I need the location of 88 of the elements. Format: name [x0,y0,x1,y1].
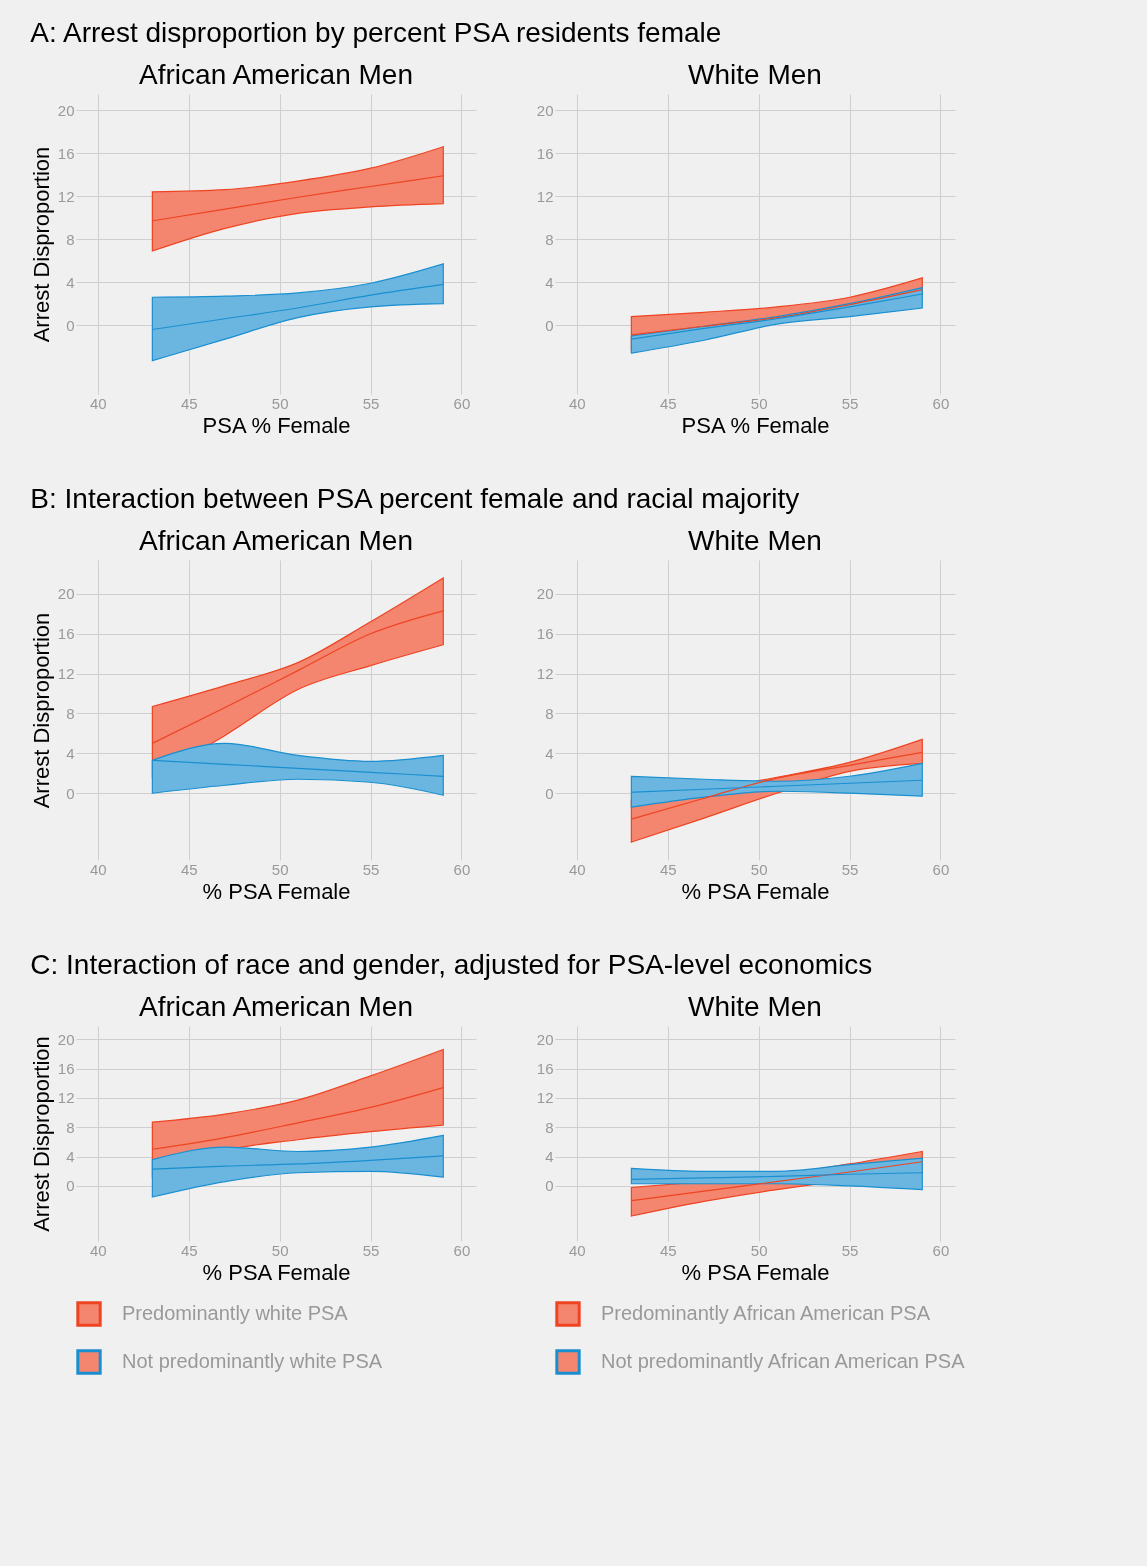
y-tick-label: 20 [536,101,554,119]
y-tick-label: 16 [536,144,554,162]
y-tick-label: 8 [545,230,554,248]
y-tick-label: 16 [57,625,75,643]
x-tick-label: 60 [453,1241,471,1259]
x-tick-label: 40 [568,860,586,878]
y-tick-label: 8 [66,704,75,722]
y-tick-label: 16 [536,1060,554,1078]
x-tick-label: 45 [180,860,198,878]
y-tick-label: 20 [536,585,554,603]
x-tick-label: 60 [932,394,950,412]
y-tick-label: 0 [545,784,554,802]
y-tick-label: 12 [536,1089,554,1107]
x-tick-label: 50 [750,860,768,878]
y-tick-label: 4 [66,273,75,291]
x-tick-label: 60 [932,1241,950,1259]
y-tick-label: 4 [545,1148,554,1166]
x-tick-label: 40 [89,394,107,412]
y-tick-label: 4 [545,744,554,762]
x-axis-title: % PSA Female [681,1259,830,1285]
x-tick-label: 50 [271,394,289,412]
x-tick-label: 55 [362,1241,380,1259]
y-tick-label: 20 [57,585,75,603]
y-axis-title: Arrest Disproportion [28,612,54,809]
y-tick-label: 8 [66,230,75,248]
chart-subtitle: African American Men [139,525,413,556]
chart-title: A: Arrest disproportion by percent PSA residents female [30,17,722,48]
x-tick-label: 50 [271,860,289,878]
x-axis-title: % PSA Female [202,1259,351,1285]
y-tick-label: 16 [57,144,75,162]
x-axis-title: PSA % Female [202,412,351,438]
x-tick-label: 45 [659,860,677,878]
y-tick-label: 12 [57,187,75,205]
x-tick-label: 55 [841,860,859,878]
y-tick-label: 20 [536,1030,554,1048]
x-tick-label: 55 [362,394,380,412]
x-tick-label: 50 [271,1241,289,1259]
x-tick-label: 45 [180,394,198,412]
y-tick-label: 16 [536,625,554,643]
x-tick-label: 50 [750,1241,768,1259]
x-axis-title: % PSA Female [681,878,830,904]
x-tick-label: 55 [841,394,859,412]
y-tick-label: 8 [66,1118,75,1136]
chart-title: White Men [688,525,822,556]
chart-title: White Men [688,991,822,1022]
y-tick-label: 20 [57,101,75,119]
y-tick-label: 16 [57,1060,75,1078]
x-tick-label: 45 [659,1241,677,1259]
x-tick-label: 55 [362,860,380,878]
y-axis-title: Arrest Disproportion [28,1036,54,1232]
y-tick-label: 8 [545,1118,554,1136]
chart-title: C: Interaction of race and gender, adjusted for PSA-level economics [30,949,873,980]
chart-title: B: Interaction between PSA percent female and racial majority [30,483,800,514]
chart-subtitle: African American Men [139,59,413,90]
y-tick-label: 0 [545,316,554,334]
x-axis-title: PSA % Female [681,412,830,438]
x-tick-label: 40 [568,394,586,412]
legend-label: Predominantly white PSA [122,1302,349,1324]
legend-label: Not predominantly African American PSA [601,1350,966,1372]
y-tick-label: 0 [66,784,75,802]
y-tick-label: 0 [66,1177,75,1195]
x-tick-label: 50 [750,394,768,412]
y-tick-label: 0 [545,1177,554,1195]
x-tick-label: 60 [453,860,471,878]
y-tick-label: 12 [57,1089,75,1107]
y-tick-label: 4 [66,744,75,762]
y-tick-label: 8 [545,704,554,722]
chart-title: White Men [688,59,822,90]
y-tick-label: 20 [57,1030,75,1048]
x-tick-label: 40 [89,1241,107,1259]
legend-label: Not predominantly white PSA [122,1350,383,1372]
y-axis-title: Arrest Disproportion [28,146,54,343]
x-tick-label: 45 [180,1241,198,1259]
y-tick-label: 4 [66,1148,75,1166]
x-tick-label: 55 [841,1241,859,1259]
x-tick-label: 45 [659,394,677,412]
y-tick-label: 12 [57,665,75,683]
y-tick-label: 12 [536,665,554,683]
x-tick-label: 60 [932,860,950,878]
y-tick-label: 0 [66,316,75,334]
chart-subtitle: African American Men [139,991,413,1022]
y-tick-label: 4 [545,273,554,291]
x-tick-label: 40 [89,860,107,878]
legend-label: Predominantly African American PSA [601,1302,931,1324]
x-axis-title: % PSA Female [202,878,351,904]
x-tick-label: 40 [568,1241,586,1259]
y-tick-label: 12 [536,187,554,205]
x-tick-label: 60 [453,394,471,412]
